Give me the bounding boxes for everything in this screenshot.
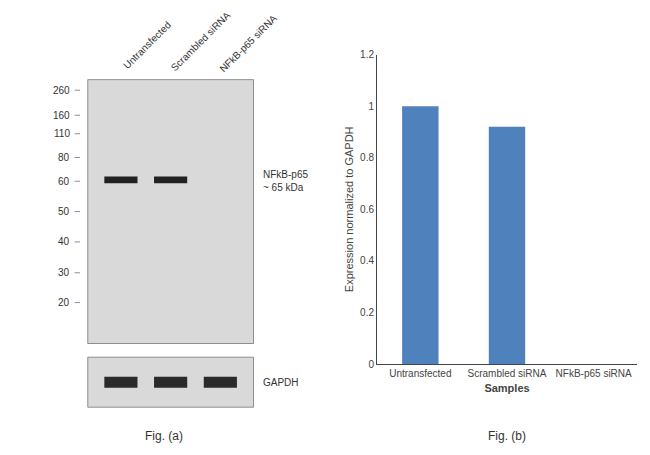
svg-text:160: 160 [53,110,70,121]
svg-text:Fig. (a): Fig. (a) [145,429,183,443]
svg-text:NFkB-p65 siRNA: NFkB-p65 siRNA [556,368,632,379]
svg-text:80: 80 [58,152,70,163]
svg-text:1: 1 [368,101,374,112]
svg-text:NFkB-p65~ 65 kDa: NFkB-p65~ 65 kDa [263,169,308,193]
svg-text:NFkB-p65 siRNA: NFkB-p65 siRNA [217,12,279,74]
svg-text:260: 260 [53,85,70,96]
svg-text:0.8: 0.8 [360,152,374,163]
svg-text:50: 50 [58,206,70,217]
svg-text:60: 60 [58,176,70,187]
svg-text:Expression normalized to GAPDH: Expression normalized to GAPDH [343,126,355,292]
svg-text:0: 0 [368,359,374,370]
svg-text:1.2: 1.2 [360,49,374,60]
svg-text:20: 20 [58,297,70,308]
svg-text:GAPDH: GAPDH [263,377,299,388]
svg-text:Samples: Samples [484,382,529,394]
svg-text:0.4: 0.4 [360,255,374,266]
svg-text:Scrambled siRNA: Scrambled siRNA [169,9,233,73]
svg-text:Untransfected: Untransfected [121,19,173,71]
svg-text:30: 30 [58,267,70,278]
svg-text:0.2: 0.2 [360,307,374,318]
svg-text:40: 40 [58,236,70,247]
svg-text:0.6: 0.6 [360,204,374,215]
svg-text:Fig. (b): Fig. (b) [488,429,526,443]
svg-text:Untransfected: Untransfected [389,368,451,379]
svg-text:110: 110 [54,128,70,139]
svg-text:Scrambled siRNA: Scrambled siRNA [468,368,547,379]
